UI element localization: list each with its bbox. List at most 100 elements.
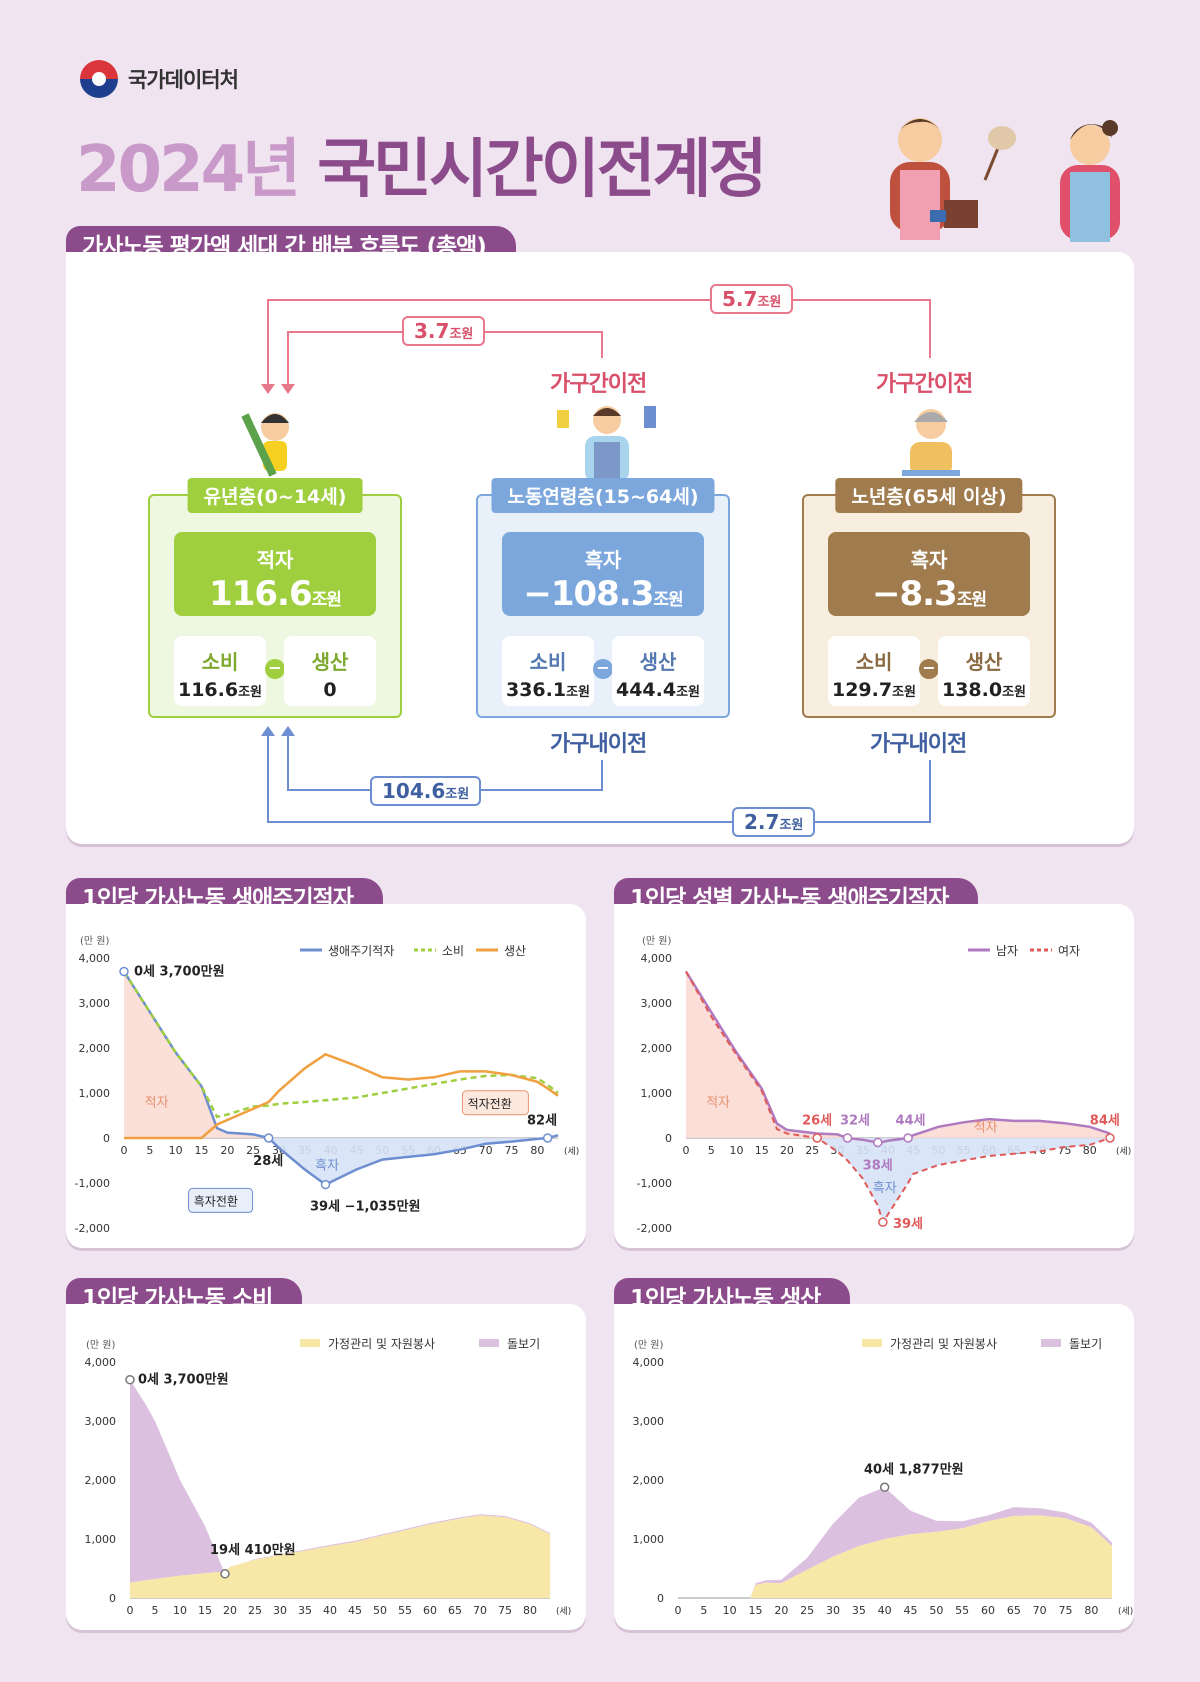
highlight-point	[220, 1569, 230, 1579]
legend-swatch	[862, 1339, 882, 1347]
x-tick-label: 20	[220, 1144, 234, 1157]
net-value: −8.3조원	[872, 574, 987, 614]
x-tick-label: 20	[223, 1604, 237, 1617]
title-main: 국민시간이전계정	[317, 133, 767, 207]
y-tick-label: 1,000	[633, 1533, 665, 1546]
x-tick-label: 10	[723, 1604, 737, 1617]
age-group-label: 유년층(0~14세)	[187, 478, 363, 513]
page-title: 2024년 국민시간이전계정	[76, 118, 767, 210]
legend-label: 가정관리 및 자원봉사	[890, 1337, 997, 1351]
y-tick-label: 2,000	[85, 1474, 117, 1487]
annotation-label: 38세	[863, 1159, 893, 1174]
consumption-label: 소비	[855, 650, 893, 674]
x-tick-label: 25	[800, 1604, 814, 1617]
net-transfer-box: 흑자 −8.3조원	[828, 532, 1030, 616]
legend-item: 가정관리 및 자원봉사	[862, 1337, 997, 1351]
highlight-point	[542, 1133, 553, 1143]
working-age-character-icon	[557, 406, 656, 482]
taegeuk-logo-icon	[80, 60, 118, 98]
consumption-label: 소비	[201, 650, 239, 674]
x-tick-label: 80	[1084, 1604, 1098, 1617]
x-tick-label: 55	[398, 1604, 412, 1617]
x-tick-label: 30	[826, 1604, 840, 1617]
x-tick-label: 80	[530, 1144, 544, 1157]
consumption-value: 129.7조원	[831, 679, 917, 701]
legend-item: 여자	[1030, 944, 1080, 958]
y-tick-label: 0	[103, 1132, 110, 1145]
chart3-care-area	[130, 1379, 550, 1583]
highlight-point	[812, 1133, 822, 1143]
net-transfer-box: 적자 116.6조원	[174, 532, 376, 616]
surplus-area	[686, 1138, 1110, 1223]
x-tick-label: 35	[298, 1604, 312, 1617]
flow-unit: 조원	[757, 295, 782, 310]
unit-label: 조원	[956, 590, 987, 610]
flow-value-top-outer-num: 5.7	[722, 287, 758, 311]
annotation-label: 적자	[974, 1120, 998, 1135]
highlight-point	[263, 1133, 274, 1143]
y-tick-label: 0	[657, 1592, 664, 1605]
annotation-label: 적자전환	[468, 1097, 512, 1111]
flow-value-bottom-inner: 104.6조원	[370, 776, 482, 806]
y-tick-label: 3,000	[79, 997, 111, 1010]
annotation-label: 흑자	[873, 1181, 897, 1196]
x-tick-label: 75	[1059, 1604, 1073, 1617]
annotation-label: 39세 −1,035만원	[310, 1199, 421, 1215]
annotation-label: 19세 410만원	[210, 1542, 296, 1558]
x-tick-label: 80	[523, 1604, 537, 1617]
x-tick-label: 70	[479, 1144, 493, 1157]
x-tick-label: 35	[852, 1604, 866, 1617]
highlight-point	[873, 1137, 883, 1148]
net-status: 흑자	[584, 548, 622, 572]
x-tick-label: 55	[955, 1604, 969, 1617]
annotation-label: 28세	[253, 1154, 283, 1169]
y-tick-label: 1,000	[79, 1087, 111, 1100]
net-value: 116.6조원	[209, 574, 342, 614]
x-tick-label: 15	[195, 1144, 209, 1157]
legend-label: 돌보기	[1069, 1337, 1102, 1351]
male-line	[684, 970, 1111, 1144]
surplus-turn-badge	[188, 1187, 254, 1213]
legend-swatch	[479, 1339, 499, 1347]
age-group-label: 노동연령층(15~64세)	[491, 478, 715, 513]
x-tick-label: 60	[423, 1604, 437, 1617]
chart3-axes: (만 원) 4,000 3,000 2,000 1,000 00 5 10 15 20 25 30 35…	[85, 1339, 572, 1617]
annotation-label: 44세	[895, 1114, 925, 1129]
x-tick-label: 15	[198, 1604, 212, 1617]
y-tick-label: 2,000	[641, 1042, 673, 1055]
annotation-label: 82세	[527, 1114, 557, 1129]
within-household-label-1: 가구내이전	[550, 732, 647, 757]
chart3-household-area	[130, 1515, 550, 1598]
legend-item: 생애주기적자	[300, 944, 394, 958]
chart4-care-area	[678, 1487, 1112, 1598]
y-tick-label: -1,000	[637, 1177, 672, 1190]
consumption-label: 소비	[529, 650, 567, 674]
y-tick-label: -2,000	[75, 1222, 110, 1235]
legend-label: 가정관리 및 자원봉사	[328, 1337, 435, 1351]
legend-item: 가정관리 및 자원봉사	[300, 1337, 435, 1351]
x-tick-label: 0	[675, 1604, 682, 1617]
y-tick-label: 3,000	[85, 1415, 117, 1428]
flow-value-bottom-outer: 2.7조원	[732, 807, 816, 837]
highlight-point	[842, 1133, 853, 1143]
production-label: 생산	[965, 650, 1003, 674]
x-tick-label: 45	[904, 1604, 918, 1617]
annotation-label: 0세 3,700만원	[138, 1372, 229, 1388]
annotation-label: 적자	[145, 1096, 169, 1111]
surplus-area	[124, 1138, 558, 1185]
x-tick-label: 75	[498, 1604, 512, 1617]
deficit-area	[686, 971, 1110, 1138]
x-tick-label: 25	[805, 1144, 819, 1157]
x-tick-label: 5	[700, 1604, 707, 1617]
legend-swatch	[1041, 1339, 1061, 1347]
y-tick-label: -1,000	[75, 1177, 110, 1190]
x-tick-label: 25	[246, 1144, 260, 1157]
legend-item: 남자	[968, 944, 1018, 958]
y-tick-label: 0	[665, 1132, 672, 1145]
y-unit-label: (만 원)	[86, 1339, 115, 1351]
annotation-label: 흑자전환	[194, 1194, 238, 1208]
x-tick-label: 0	[127, 1604, 134, 1617]
y-tick-label: 1,000	[85, 1533, 117, 1546]
x-tick-label: 50	[373, 1604, 387, 1617]
